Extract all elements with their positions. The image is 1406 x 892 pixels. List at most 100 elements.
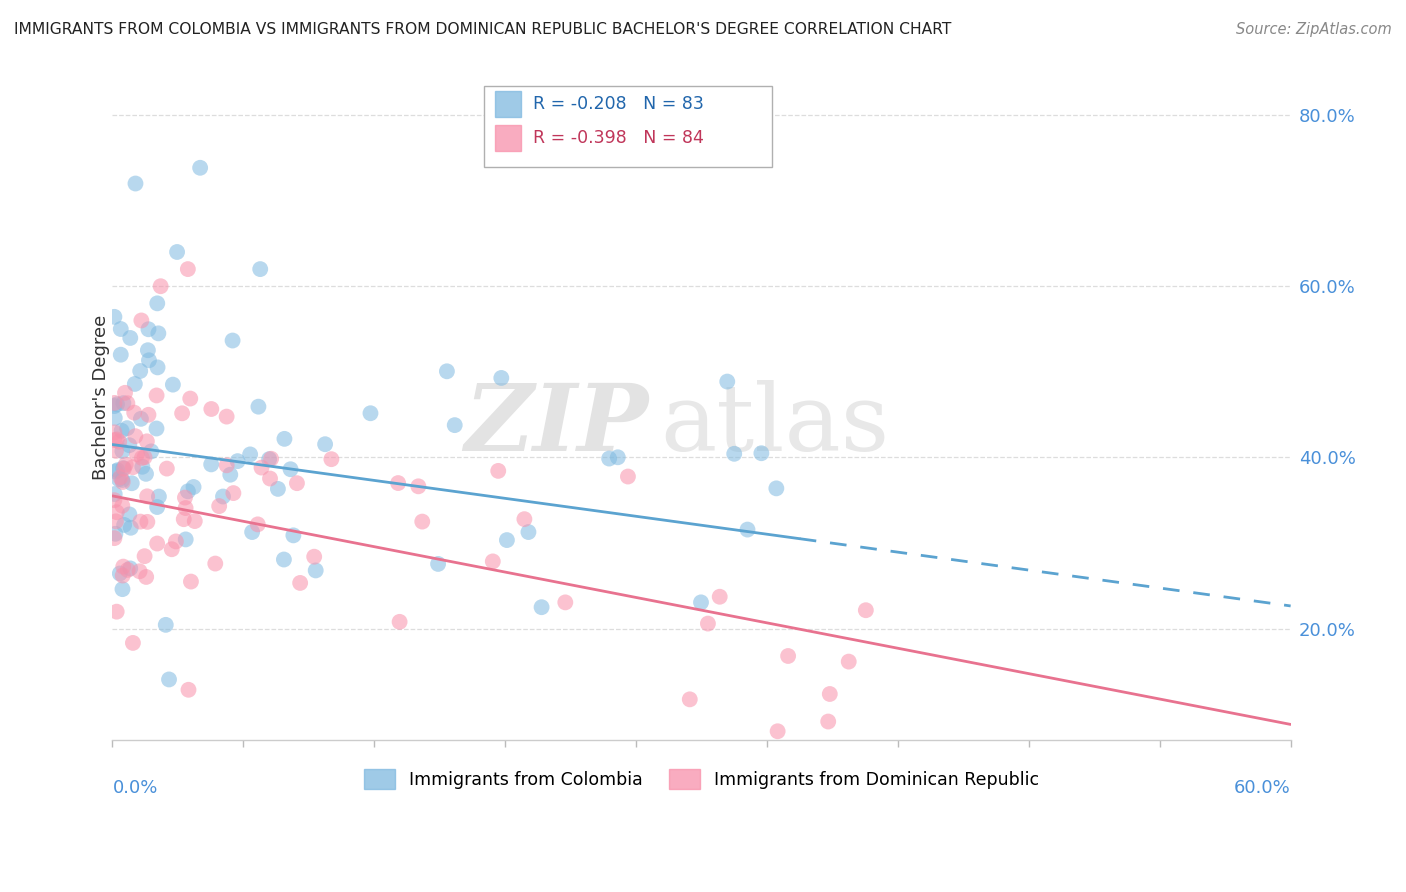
- Point: [267, 482, 290, 496]
- Point: [259, 471, 281, 485]
- Point: [118, 438, 141, 452]
- Point: [165, 534, 187, 549]
- Point: [149, 279, 172, 293]
- Point: [388, 615, 411, 629]
- Point: [148, 326, 170, 341]
- Point: [141, 444, 163, 458]
- Point: [117, 396, 139, 410]
- Point: [114, 458, 136, 472]
- Point: [103, 310, 125, 324]
- Point: [517, 524, 540, 539]
- Point: [855, 603, 877, 617]
- Point: [136, 515, 159, 529]
- Point: [124, 429, 146, 443]
- Text: atlas: atlas: [661, 380, 890, 470]
- Point: [273, 552, 295, 566]
- Point: [288, 576, 311, 591]
- Bar: [495, 125, 522, 151]
- Point: [778, 648, 800, 663]
- Point: [177, 484, 200, 499]
- Point: [184, 514, 207, 528]
- Point: [121, 476, 143, 491]
- Point: [249, 262, 271, 277]
- Point: [302, 549, 325, 564]
- Point: [177, 682, 200, 697]
- Point: [138, 322, 160, 336]
- Point: [250, 460, 273, 475]
- Point: [111, 568, 134, 582]
- Point: [138, 408, 160, 422]
- Point: [138, 353, 160, 368]
- Point: [146, 360, 169, 375]
- Point: [104, 465, 127, 479]
- Point: [598, 451, 620, 466]
- Point: [105, 505, 128, 519]
- Point: [215, 458, 238, 473]
- Point: [177, 262, 200, 277]
- Point: [530, 600, 553, 615]
- Point: [818, 687, 841, 701]
- Point: [105, 605, 128, 619]
- Point: [103, 493, 125, 508]
- Point: [160, 542, 183, 557]
- Text: IMMIGRANTS FROM COLOMBIA VS IMMIGRANTS FROM DOMINICAN REPUBLIC BACHELOR'S DEGREE: IMMIGRANTS FROM COLOMBIA VS IMMIGRANTS F…: [14, 22, 952, 37]
- Point: [134, 549, 156, 564]
- Point: [104, 411, 127, 425]
- Point: [246, 517, 269, 532]
- Point: [145, 388, 167, 402]
- Point: [200, 402, 222, 417]
- Point: [496, 533, 519, 547]
- Point: [112, 559, 135, 574]
- Point: [136, 489, 159, 503]
- Point: [117, 563, 139, 577]
- Point: [107, 463, 129, 477]
- Text: R = -0.398   N = 84: R = -0.398 N = 84: [533, 129, 704, 147]
- Point: [111, 582, 134, 596]
- Point: [108, 566, 131, 581]
- Point: [166, 244, 188, 259]
- Point: [838, 655, 860, 669]
- Point: [285, 476, 308, 491]
- Point: [606, 450, 628, 465]
- Point: [513, 512, 536, 526]
- Point: [172, 406, 194, 420]
- Point: [131, 459, 153, 474]
- Point: [115, 421, 138, 435]
- Point: [183, 480, 205, 494]
- Point: [240, 524, 263, 539]
- Point: [239, 447, 262, 461]
- Text: ZIP: ZIP: [464, 380, 648, 470]
- Point: [136, 343, 159, 358]
- Point: [105, 443, 128, 458]
- Point: [104, 487, 127, 501]
- Point: [131, 450, 153, 465]
- Bar: [495, 91, 522, 117]
- Point: [314, 437, 336, 451]
- Point: [260, 451, 283, 466]
- Point: [118, 508, 141, 522]
- Point: [305, 563, 328, 577]
- Point: [273, 432, 295, 446]
- Point: [408, 479, 430, 493]
- Point: [617, 469, 640, 483]
- Point: [103, 531, 125, 545]
- Point: [110, 470, 132, 484]
- Point: [104, 514, 127, 528]
- Point: [120, 521, 142, 535]
- Point: [148, 490, 170, 504]
- Point: [387, 476, 409, 491]
- Point: [215, 409, 238, 424]
- Point: [188, 161, 211, 175]
- Point: [212, 490, 235, 504]
- Point: [105, 433, 128, 447]
- Text: Source: ZipAtlas.com: Source: ZipAtlas.com: [1236, 22, 1392, 37]
- Point: [554, 595, 576, 609]
- Point: [411, 515, 433, 529]
- Point: [146, 536, 169, 550]
- Point: [173, 512, 195, 526]
- Point: [280, 462, 302, 476]
- Point: [222, 486, 245, 500]
- Point: [766, 724, 789, 739]
- Point: [134, 450, 156, 465]
- Point: [283, 528, 305, 542]
